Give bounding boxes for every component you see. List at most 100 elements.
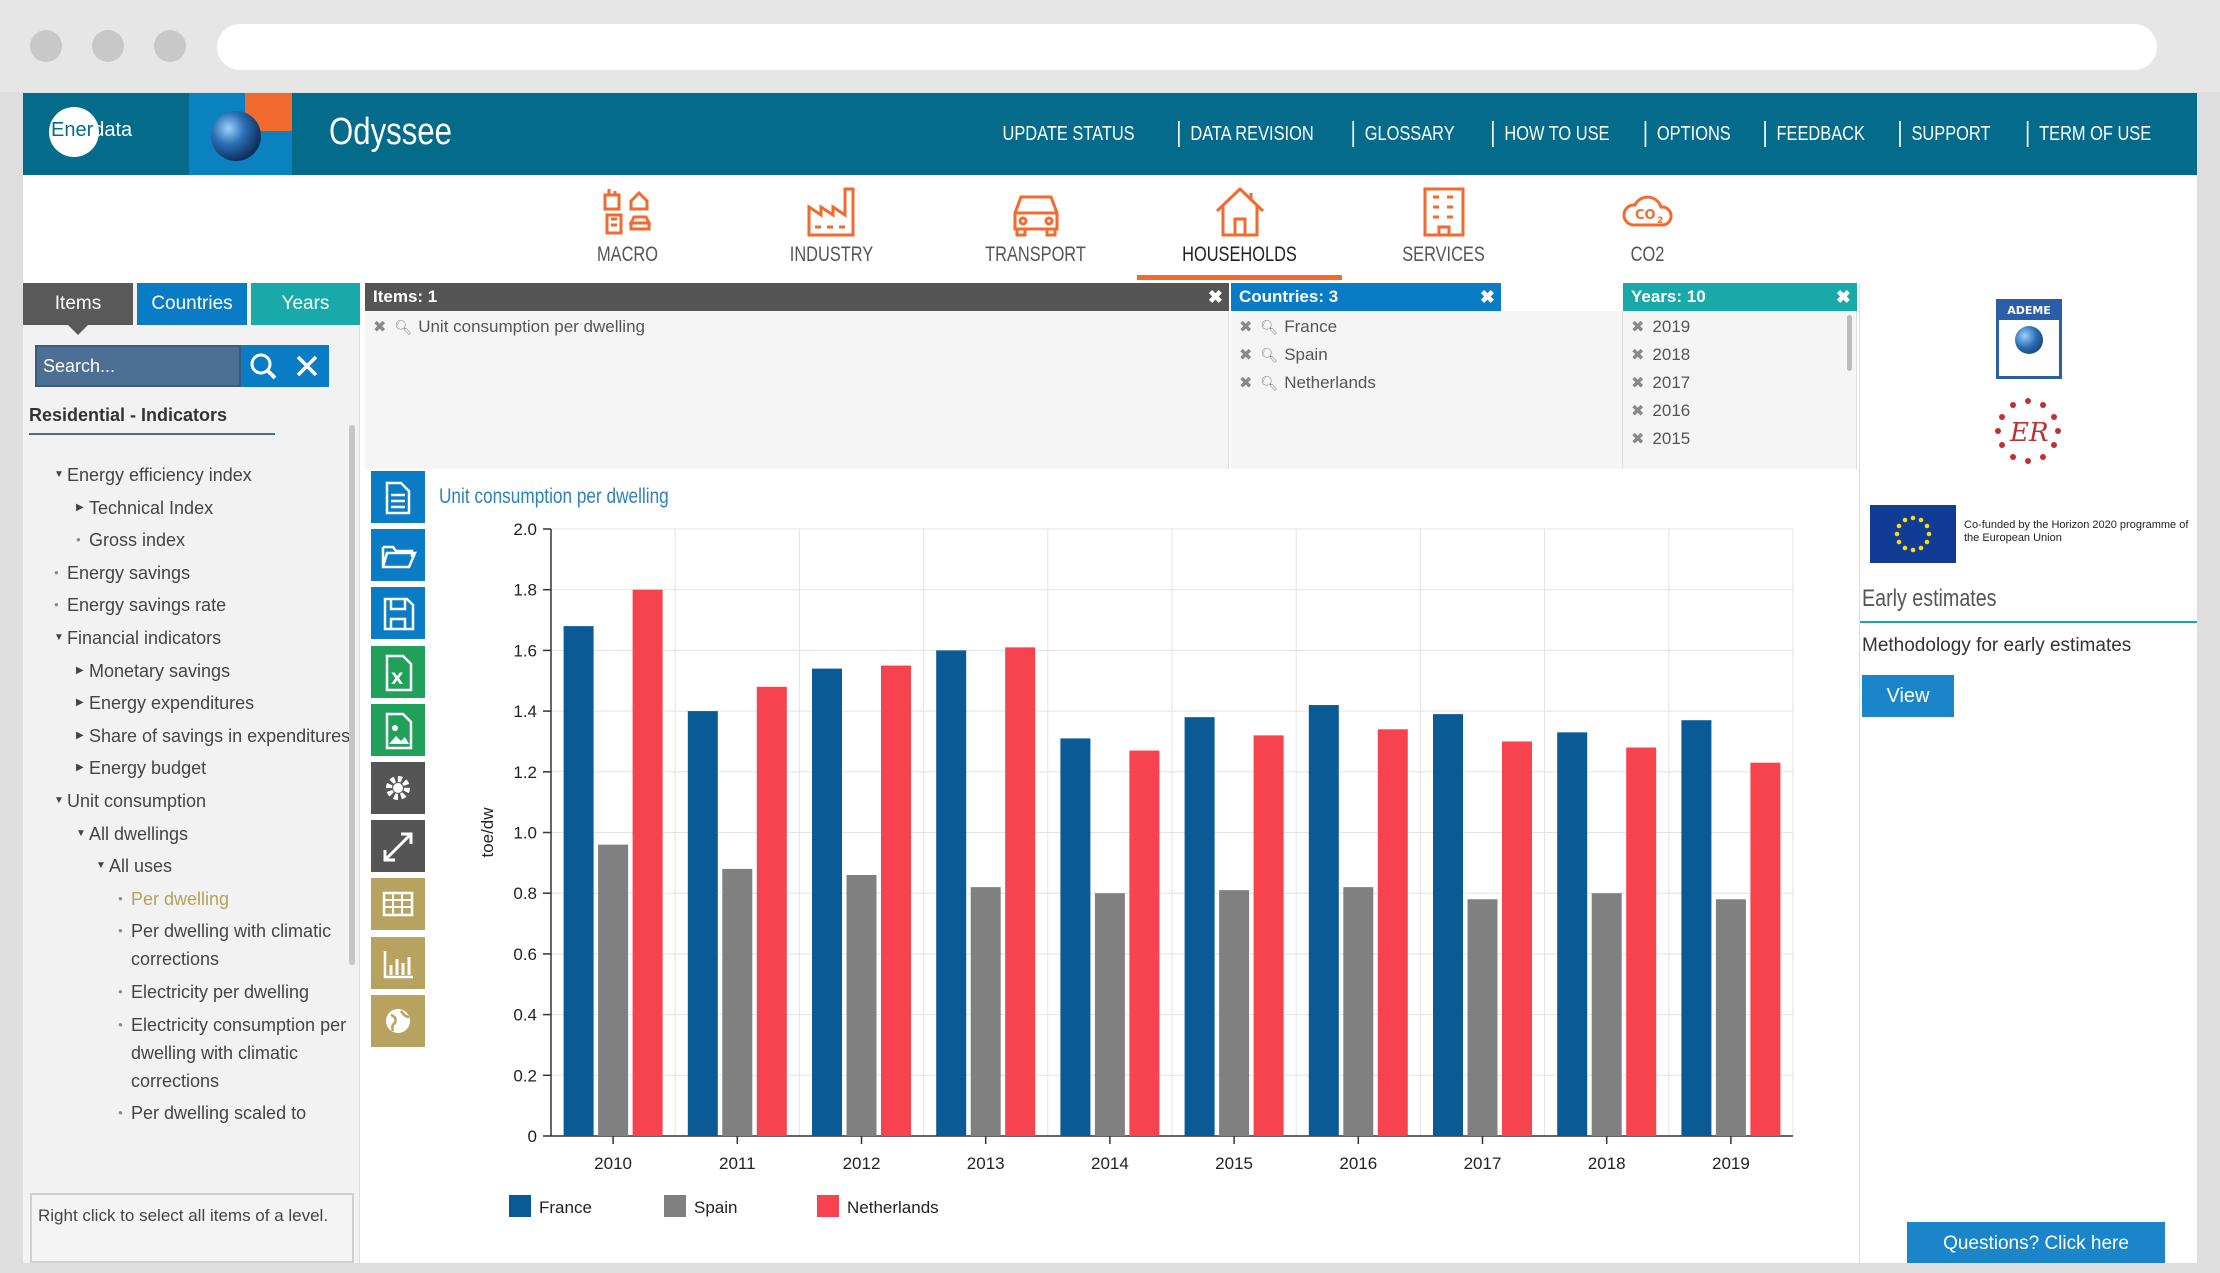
bullet-icon: ● bbox=[118, 893, 123, 903]
sector-transport[interactable]: TRANSPORT bbox=[933, 175, 1138, 280]
sector-services[interactable]: SERVICES bbox=[1341, 175, 1546, 280]
bar-chart-button[interactable] bbox=[371, 936, 425, 989]
table-button[interactable] bbox=[371, 878, 425, 931]
tree-item[interactable]: ● Gross index bbox=[76, 526, 185, 554]
sector-households[interactable]: HOUSEHOLDS bbox=[1137, 175, 1342, 280]
document-button[interactable] bbox=[371, 471, 425, 523]
bar-chart: 0 0.2 0.4 0.6 0.8 1.0 1.2 1.4 1.6 1.8 2.0 toe/dw 201… bbox=[478, 520, 1794, 1217]
tree-item[interactable]: ▶ Monetary savings bbox=[76, 657, 230, 685]
remove-icon[interactable]: ✖ bbox=[1631, 431, 1645, 448]
ademe-logo[interactable]: ADEME bbox=[1996, 299, 2062, 379]
bar-spain-2018 bbox=[1591, 893, 1622, 1136]
excel-button[interactable]: X bbox=[371, 645, 425, 698]
tree-item[interactable]: ● Energy savings bbox=[54, 559, 190, 587]
selected-entry-label: France bbox=[1284, 317, 1338, 336]
tree-item[interactable]: ▼ All uses bbox=[96, 852, 172, 880]
tree-item[interactable]: ● Electricity per dwelling bbox=[118, 978, 309, 1006]
clear-search-button[interactable] bbox=[285, 345, 329, 387]
er-logo[interactable]: ER bbox=[1988, 391, 2068, 471]
sector-macro[interactable]: MACRO bbox=[525, 175, 730, 280]
bullet-icon: ● bbox=[54, 567, 59, 577]
eu-funding-text: Co-funded by the Horizon 2020 programme … bbox=[1964, 519, 2189, 544]
clear-years-icon[interactable]: ✖ bbox=[1835, 287, 1851, 307]
selected-years-list: ✖ 2019 ✖ 2018 ✖ 2017 ✖ 2016 ✖ 2015 bbox=[1623, 311, 1857, 469]
remove-icon[interactable]: ✖ bbox=[1239, 375, 1253, 392]
remove-icon[interactable]: ✖ bbox=[1631, 375, 1645, 392]
top-nav: UPDATE STATUS DATA REVISION GLOSSARY HOW TO… bbox=[975, 121, 2177, 147]
y-tick-label: 1.0 bbox=[513, 824, 537, 843]
tree-item[interactable]: ▶ Energy expenditures bbox=[76, 689, 254, 717]
tab-countries[interactable]: Countries bbox=[137, 283, 247, 325]
remove-icon[interactable]: ✖ bbox=[1631, 347, 1645, 364]
nav-link-term-of-use[interactable]: TERM OF USE bbox=[2027, 121, 2162, 147]
tree-item[interactable]: ▼ All dwellings bbox=[76, 820, 188, 848]
clear-items-icon[interactable]: ✖ bbox=[1207, 287, 1223, 307]
search-button[interactable] bbox=[241, 345, 285, 387]
selected-entry-label: Unit consumption per dwelling bbox=[418, 317, 645, 336]
remove-icon[interactable]: ✖ bbox=[1239, 319, 1253, 336]
nav-link-glossary[interactable]: GLOSSARY bbox=[1352, 121, 1466, 147]
view-button[interactable]: View bbox=[1862, 675, 1954, 717]
tree-item[interactable]: ● Per dwelling scaled to bbox=[118, 1099, 306, 1127]
bullet-icon: ● bbox=[76, 535, 81, 545]
tree-item[interactable]: ▼ Energy efficiency index bbox=[54, 461, 252, 489]
tree-item[interactable]: ● Per dwelling bbox=[118, 885, 229, 913]
bullet-icon: ● bbox=[118, 1108, 123, 1118]
tab-years[interactable]: Years bbox=[251, 283, 360, 325]
nav-link-options[interactable]: OPTIONS bbox=[1644, 121, 1742, 147]
folder-open-button[interactable] bbox=[371, 529, 425, 582]
remove-icon[interactable]: ✖ bbox=[1631, 319, 1645, 336]
nav-link-data-revision[interactable]: DATA REVISION bbox=[1177, 121, 1324, 147]
tree-item[interactable]: ▶ Energy budget bbox=[76, 754, 206, 782]
tree-item[interactable]: ▶ Technical Index bbox=[76, 494, 213, 522]
remove-icon[interactable]: ✖ bbox=[1631, 403, 1645, 420]
enerdata-logo[interactable]: Enerdata bbox=[23, 93, 189, 175]
search-input[interactable] bbox=[35, 345, 241, 387]
expand-button[interactable] bbox=[371, 820, 425, 873]
clear-countries-icon[interactable]: ✖ bbox=[1479, 287, 1495, 307]
url-bar[interactable] bbox=[217, 24, 2157, 70]
tree-item[interactable]: ● Per dwelling with climatic corrections bbox=[118, 917, 353, 973]
years-count: Years: 10 bbox=[1631, 287, 1706, 306]
tree-scrollbar[interactable] bbox=[349, 425, 355, 965]
nav-link-update-status[interactable]: UPDATE STATUS bbox=[1002, 123, 1135, 145]
bar-france-2013 bbox=[936, 650, 967, 1136]
search-icon[interactable]: 🔍︎ bbox=[1260, 375, 1279, 391]
tree-item[interactable]: ● Energy savings rate bbox=[54, 591, 226, 619]
hint-text: Right click to select all items of a lev… bbox=[30, 1193, 354, 1263]
search-icon[interactable]: 🔍︎ bbox=[394, 319, 413, 335]
remove-icon[interactable]: ✖ bbox=[1239, 347, 1253, 364]
sector-co2[interactable]: CO 2 CO2 bbox=[1545, 175, 1750, 280]
remove-icon[interactable]: ✖ bbox=[373, 319, 387, 336]
window-minimize-dot[interactable] bbox=[92, 30, 124, 62]
gear-button[interactable] bbox=[371, 762, 425, 814]
tree-item-label: Per dwelling with climatic corrections bbox=[131, 921, 332, 970]
bar-spain-2016 bbox=[1343, 887, 1374, 1136]
x-tick-label: 2015 bbox=[1215, 1154, 1253, 1173]
header: Enerdata Odyssee UPDATE STATUS DATA REVIS… bbox=[23, 93, 2197, 175]
tab-items[interactable]: Items bbox=[23, 283, 133, 335]
window-maximize-dot[interactable] bbox=[154, 30, 186, 62]
globe-button[interactable] bbox=[371, 994, 425, 1047]
years-scrollbar[interactable] bbox=[1847, 315, 1852, 371]
nav-link-how-to-use[interactable]: HOW TO USE bbox=[1492, 121, 1620, 147]
save-button[interactable] bbox=[371, 587, 425, 640]
nav-link-feedback[interactable]: FEEDBACK bbox=[1764, 121, 1875, 147]
image-button[interactable] bbox=[371, 703, 425, 756]
window-close-dot[interactable] bbox=[30, 30, 62, 62]
questions-button[interactable]: Questions? Click here bbox=[1907, 1222, 2165, 1263]
tree-item[interactable]: ● Electricity consumption per dwelling wi… bbox=[118, 1011, 353, 1095]
countries-count: Countries: 3 bbox=[1239, 287, 1339, 306]
tree-item[interactable]: ▼ Financial indicators bbox=[54, 624, 221, 652]
nav-link-support[interactable]: SUPPORT bbox=[1899, 121, 2001, 147]
search-icon[interactable]: 🔍︎ bbox=[1260, 347, 1279, 363]
bar-netherlands-2015 bbox=[1253, 735, 1284, 1136]
left-panel: Items Countries Years Residential - Indi… bbox=[23, 283, 360, 1263]
tree-item[interactable]: ▼ Unit consumption bbox=[54, 787, 206, 815]
bar-france-2017 bbox=[1433, 714, 1463, 1136]
tree-item[interactable]: ▶ Share of savings in expenditures bbox=[76, 722, 350, 750]
y-tick-label: 1.8 bbox=[513, 581, 537, 600]
sector-label: MACRO bbox=[597, 243, 658, 266]
search-icon[interactable]: 🔍︎ bbox=[1260, 319, 1279, 335]
sector-industry[interactable]: INDUSTRY bbox=[729, 175, 934, 280]
